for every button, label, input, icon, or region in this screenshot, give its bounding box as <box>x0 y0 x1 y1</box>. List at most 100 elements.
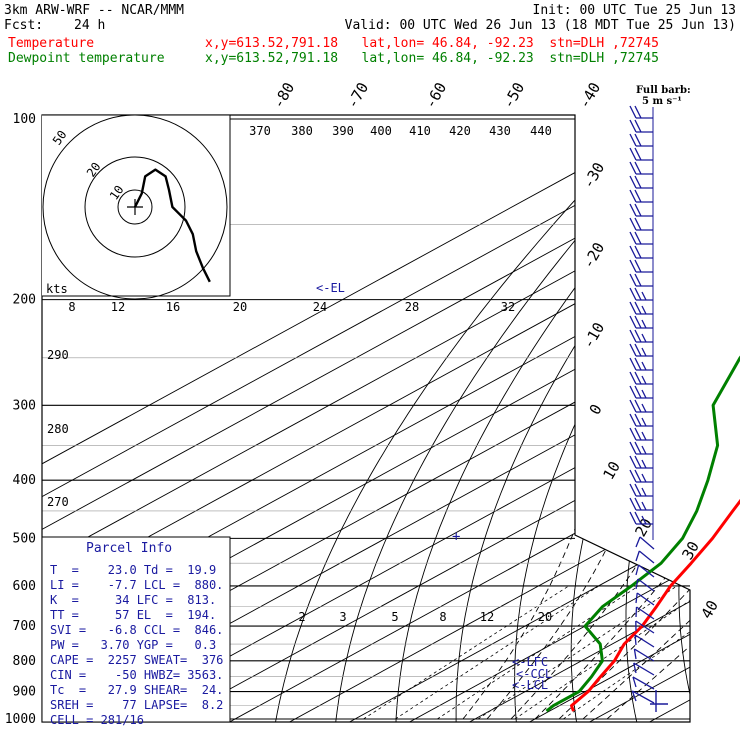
level-marker: <-CCL <box>516 667 552 681</box>
moist-adiabat <box>582 299 690 720</box>
wind-barb-flag <box>634 315 642 329</box>
wind-barb-flag <box>634 399 642 413</box>
wind-barb-flag <box>629 385 637 399</box>
wind-barb-flag <box>641 431 647 441</box>
dry-adiabat <box>273 118 652 722</box>
wind-barb-staff <box>636 606 655 620</box>
pressure-tick-label: 300 <box>13 398 36 413</box>
wind-barb-staff <box>637 578 655 592</box>
wetbulb-label: 8 <box>68 300 75 314</box>
isotherm <box>369 115 690 722</box>
pressure-tick-label: 500 <box>13 531 36 546</box>
wind-barb-flag <box>634 287 642 301</box>
wind-barb-flag <box>634 385 642 399</box>
isotherm-label: -50 <box>499 79 528 111</box>
isotherm <box>42 115 690 722</box>
wind-barb-staff <box>639 536 655 550</box>
wind-barb-flag <box>641 403 647 413</box>
wind-barb-flag <box>634 427 642 441</box>
pressure-tick-label: 600 <box>13 579 36 594</box>
wind-barb-flag <box>629 469 637 483</box>
wind-barb-flag <box>635 550 640 562</box>
wind-barb-flag <box>634 469 642 483</box>
wind-barb-flag <box>634 105 642 119</box>
isotherm-label: 0 <box>586 401 606 418</box>
theta-label: 440 <box>530 124 552 138</box>
wind-barb-flag <box>629 315 637 329</box>
mixing-ratio-label: 12 <box>480 610 494 624</box>
isotherm-label: -70 <box>343 79 372 111</box>
isotherm-label: 40 <box>697 597 722 622</box>
wind-barb-surface <box>650 690 668 712</box>
temperature-location: x,y=613.52,791.18 lat,lon= 46.84, -92.23… <box>205 36 659 51</box>
pressure-tick-label: 200 <box>13 293 36 308</box>
wind-barb-staff <box>631 690 655 704</box>
isotherm-label: -10 <box>579 319 608 351</box>
parcel-info-row: CAPE = 2257 SWEAT= 376 <box>50 653 223 667</box>
hodograph-ring-label: 50 <box>50 128 70 148</box>
barb-key-units: 5 m s⁻¹ <box>642 96 682 107</box>
parcel-info-row: SVI = -6.8 CCL = 846. <box>50 623 223 637</box>
wind-barb-flag <box>629 399 637 413</box>
pressure-tick-label: 900 <box>13 685 36 700</box>
wind-barb-flag <box>629 329 637 343</box>
mixing-ratio-label: 20 <box>538 610 552 624</box>
wind-barb-flag <box>634 455 642 469</box>
mixing-ratio-label: 8 <box>439 610 446 624</box>
isotherm-label: -60 <box>421 79 450 111</box>
wind-barb-flag <box>634 175 642 189</box>
wetbulb-label: 16 <box>166 300 180 314</box>
height-label: 270 <box>47 495 69 509</box>
parcel-info-title: Parcel Info <box>86 541 172 556</box>
wind-barb-flag <box>629 217 637 231</box>
theta-label: 370 <box>249 124 271 138</box>
moist-adiabat <box>462 299 681 720</box>
wind-barb-staff <box>633 662 655 676</box>
isotherm-label: -20 <box>579 239 608 271</box>
dry-adiabat <box>678 118 690 722</box>
wind-barb-flag <box>641 347 647 357</box>
isotherm <box>42 115 690 722</box>
wind-barb-flag <box>634 133 642 147</box>
wind-barb-flag <box>634 203 642 217</box>
wind-barb-flag <box>629 119 637 133</box>
wind-barb-flag <box>634 413 642 427</box>
hodograph-trace <box>133 168 211 283</box>
theta-label: 380 <box>291 124 313 138</box>
mixing-ratio-line <box>363 585 570 720</box>
wind-barb-flag <box>635 592 638 604</box>
wind-barb-flag <box>634 273 642 287</box>
hodograph-ring-label: 10 <box>107 183 127 203</box>
wetbulb-label: 24 <box>313 300 327 314</box>
isotherm-label: -40 <box>575 79 604 111</box>
wind-barb-flag <box>635 536 641 548</box>
wetbulb-label: 20 <box>233 300 247 314</box>
isotherm <box>249 115 690 722</box>
wind-barb-flag <box>629 231 637 245</box>
parcel-info-row: CELL = 281/16 <box>50 713 144 727</box>
temperature-legend: Temperature <box>8 36 95 51</box>
level-marker: <-LCL <box>512 678 548 692</box>
wind-barb-staff <box>634 634 655 648</box>
wind-barb-staff <box>634 648 655 662</box>
wind-barb-flag <box>641 361 647 371</box>
hodograph-ring <box>117 189 153 225</box>
wind-barb-flag <box>629 427 637 441</box>
wind-barb-flag <box>629 483 637 497</box>
mixing-ratio-label: 3 <box>339 610 346 624</box>
wind-barb-flag <box>629 273 637 287</box>
wind-barb-flag <box>641 305 647 315</box>
wind-barb-flag <box>629 161 637 175</box>
level-marker: <-EL <box>316 281 345 295</box>
pressure-tick-label: 800 <box>13 654 36 669</box>
mixing-ratio-label: 2 <box>298 610 305 624</box>
pressure-tick-label: 100 <box>13 112 36 127</box>
wind-barb-flag <box>629 259 637 273</box>
wind-barb-flag <box>629 301 637 315</box>
barb-key-label: Full barb: <box>636 85 691 96</box>
mixing-ratio-label: 5 <box>391 610 398 624</box>
forecast-label: Fcst: <box>4 18 44 33</box>
theta-label: 400 <box>370 124 392 138</box>
pressure-tick-label: 1000 <box>5 712 36 727</box>
wind-barb-flag <box>629 511 637 525</box>
